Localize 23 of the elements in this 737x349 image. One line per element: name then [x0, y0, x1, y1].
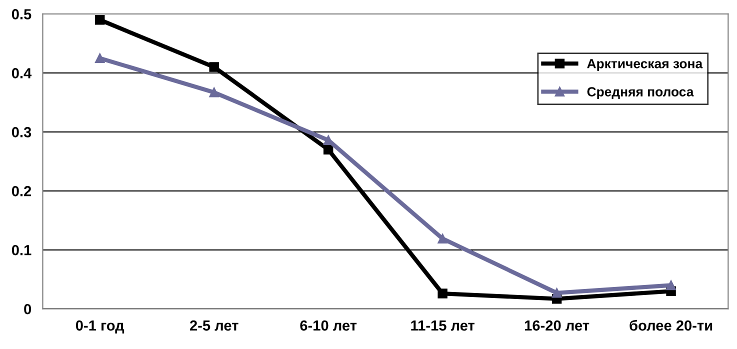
- x-tick-label: 0-1 год: [76, 320, 124, 334]
- x-tick-label: 6-10 лет: [300, 320, 357, 331]
- y-tick-label: 0.4: [12, 68, 32, 78]
- y-tick-label: 0.5: [12, 9, 32, 20]
- x-tick-label: более 20-ти: [630, 320, 712, 331]
- x-tick-label: 16-20 лет: [524, 320, 590, 331]
- point: [95, 53, 105, 64]
- point: [95, 14, 105, 25]
- point: [323, 144, 334, 154]
- legend-label: Средняя полоса: [587, 87, 694, 100]
- y-tick-label: 0.2: [12, 186, 32, 196]
- y-tick-label: 0.1: [12, 244, 32, 256]
- legend-label: Арктическая зона: [587, 59, 703, 71]
- point: [209, 62, 219, 72]
- point: [666, 280, 676, 290]
- point: [552, 288, 562, 298]
- point: [438, 288, 448, 298]
- point: [209, 88, 219, 98]
- y-tick-label: 0.3: [12, 127, 32, 138]
- x-tick-label: 11-15 лет: [411, 320, 474, 331]
- point: [438, 234, 448, 244]
- x-tick-label: 2-5 лет: [190, 320, 238, 331]
- y-tick-label: 0: [24, 304, 32, 314]
